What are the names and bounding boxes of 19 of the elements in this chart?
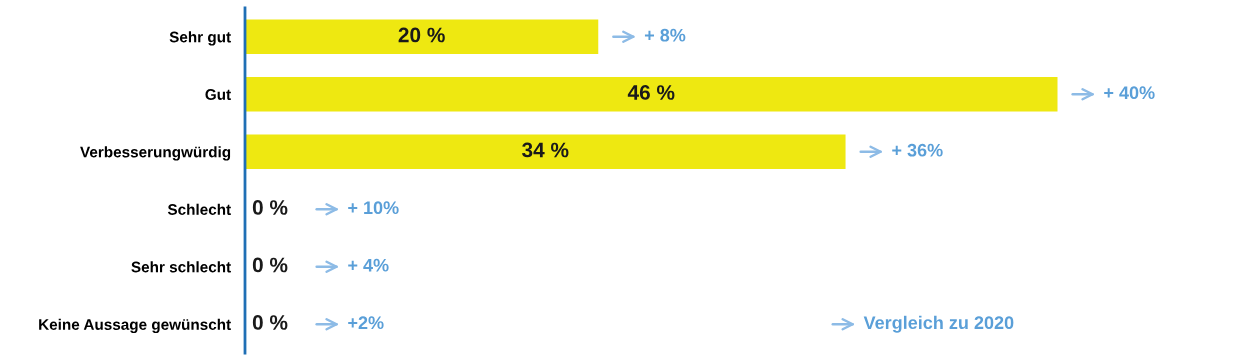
data-label: 0 % (252, 315, 288, 330)
y-tick-label: Sehr gut (169, 31, 231, 46)
y-tick-label: Verbesserungwürdig (80, 146, 231, 161)
annotation: + 4% (348, 258, 389, 272)
data-label: 0 % (252, 257, 288, 273)
y-tick-label: Schlecht (167, 203, 231, 215)
text: + 40% (1104, 86, 1155, 100)
y-tick-label: Sehr schlecht (131, 261, 231, 273)
data-label: 20 % (398, 27, 445, 43)
annotation: + 10% (348, 201, 399, 215)
data-label: 0 % (252, 200, 288, 215)
y-tick-label: Keine Aussage gewünscht (39, 318, 231, 334)
data-label: 34 % (522, 142, 569, 158)
data-label: 46 % (627, 85, 675, 100)
annotation: +2% (348, 316, 384, 330)
annotation: + 8% (644, 28, 686, 42)
y-tick-label: Gut (205, 89, 231, 100)
annotation: + 36% (892, 143, 943, 157)
annotation: Vergleich zu 2020 (863, 315, 1014, 333)
